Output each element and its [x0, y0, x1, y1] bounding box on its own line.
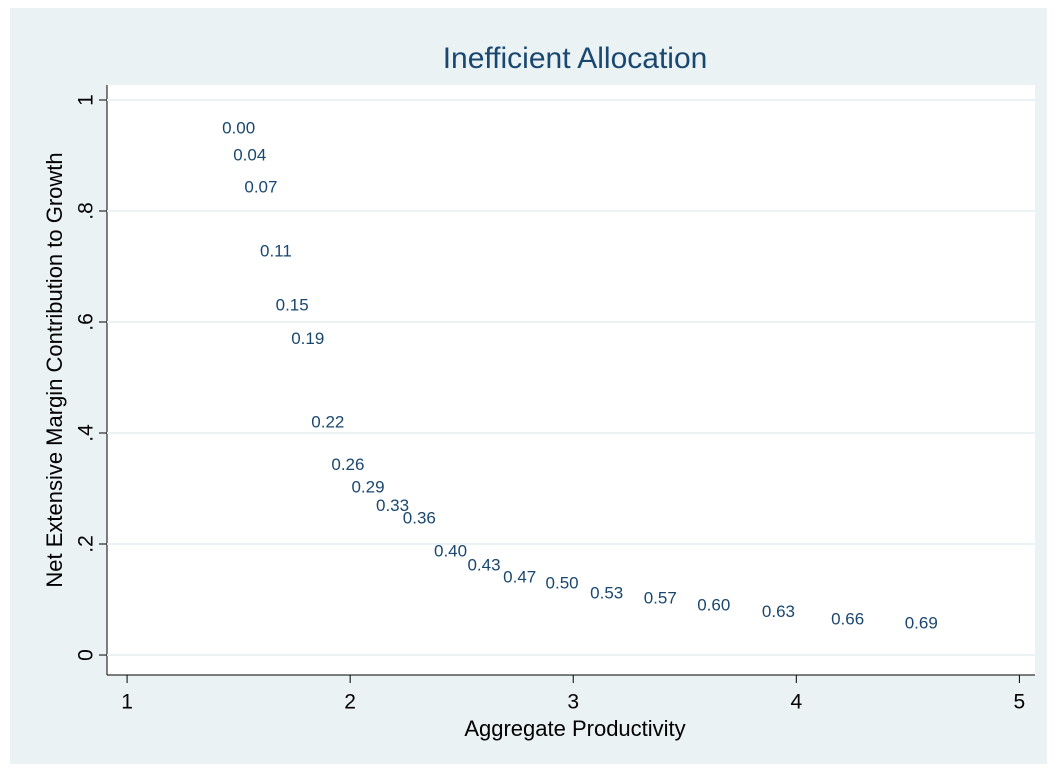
point-label: 0.22 [311, 412, 344, 431]
point-label: 0.43 [467, 556, 500, 575]
x-tick-label: 1 [121, 691, 133, 714]
point-label: 0.53 [590, 583, 623, 602]
point-label: 0.33 [376, 496, 409, 515]
point-label: 0.11 [260, 242, 292, 261]
point-label: 0.15 [276, 295, 309, 314]
point-label: 0.40 [434, 541, 467, 560]
point-label: 0.57 [644, 588, 677, 607]
x-tick-label: 2 [344, 691, 356, 714]
chart-title: Inefficient Allocation [443, 42, 708, 75]
x-tick-label: 4 [790, 691, 802, 714]
point-label: 0.60 [697, 596, 730, 615]
x-tick-label: 3 [567, 691, 579, 714]
x-tick-label: 5 [1014, 691, 1026, 714]
y-tick-label: .6 [75, 313, 98, 331]
point-label: 0.04 [233, 146, 266, 165]
point-label: 0.29 [351, 477, 384, 496]
point-label: 0.00 [222, 118, 255, 137]
x-axis-label: Aggregate Productivity [464, 716, 685, 741]
point-label: 0.36 [403, 509, 436, 528]
point-label: 0.69 [905, 613, 938, 632]
y-axis-label: Net Extensive Margin Contribution to Gro… [42, 152, 67, 587]
y-tick-label: .2 [75, 535, 98, 553]
point-label: 0.50 [546, 573, 579, 592]
point-label: 0.47 [503, 567, 536, 586]
plot-region [107, 85, 1035, 675]
y-tick-label: 1 [75, 94, 98, 106]
point-label: 0.66 [831, 610, 864, 629]
point-label: 0.07 [244, 178, 277, 197]
point-label: 0.19 [291, 329, 324, 348]
y-tick-label: .4 [75, 424, 98, 442]
y-tick-label: .8 [75, 202, 98, 220]
point-label: 0.63 [762, 602, 795, 621]
y-tick-label: 0 [75, 649, 98, 661]
point-label: 0.26 [331, 455, 364, 474]
